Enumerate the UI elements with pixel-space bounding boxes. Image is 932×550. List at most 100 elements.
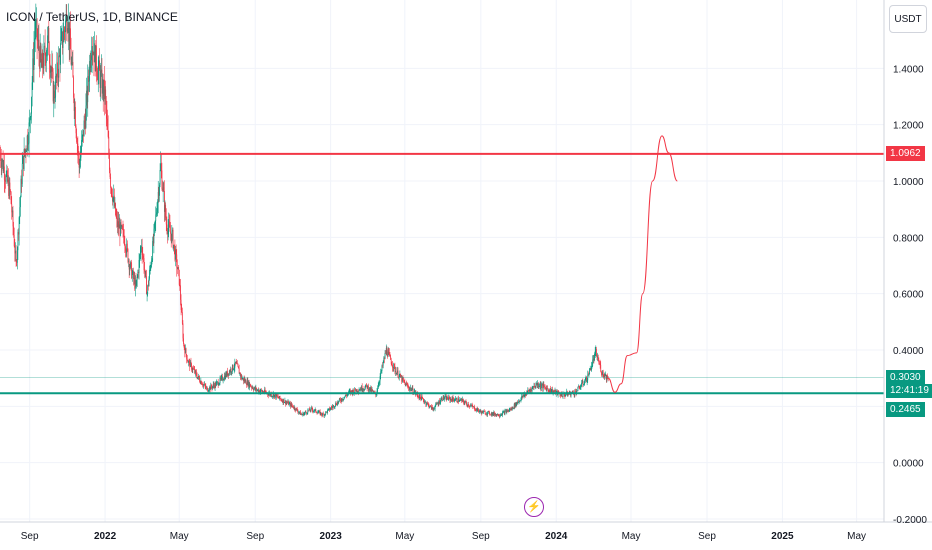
candle-body	[429, 405, 431, 407]
candle-body	[153, 228, 155, 244]
candle-body	[289, 402, 291, 404]
candle-body	[140, 246, 142, 253]
candle-body	[371, 389, 373, 392]
candle-body	[94, 43, 95, 63]
price-tick-label: 0.0000	[893, 459, 924, 470]
candle-body	[171, 231, 173, 242]
candle-body	[448, 396, 450, 398]
candle-body	[86, 90, 88, 103]
candle-body	[155, 213, 157, 215]
candle-body	[591, 365, 593, 367]
candle-body	[474, 409, 476, 411]
candle-body	[329, 409, 331, 411]
candle-body	[7, 170, 8, 182]
candle-body	[559, 393, 561, 396]
candle-body	[231, 364, 233, 372]
price-axis-labels: 1.40001.20001.00000.80000.60000.40000.20…	[893, 64, 927, 526]
candle-body	[254, 387, 256, 390]
candle-body	[65, 13, 67, 21]
candle-body	[53, 90, 55, 99]
candle-body	[502, 411, 504, 413]
candle-body	[6, 170, 8, 175]
candle-body	[476, 408, 477, 411]
candle-body	[39, 45, 41, 69]
candle-body	[34, 28, 36, 39]
candle-body	[252, 388, 254, 390]
candlestick-series	[0, 3, 609, 419]
candle-body	[144, 270, 146, 272]
candle-body	[341, 398, 343, 402]
candle-body	[246, 383, 247, 385]
candle-body	[450, 398, 451, 401]
candle-body	[260, 389, 262, 392]
candle-body	[132, 271, 134, 274]
candle-body	[458, 401, 460, 402]
candle-body	[403, 380, 405, 383]
candle-body	[403, 379, 404, 381]
candle-body	[259, 391, 261, 393]
currency-selector[interactable]: USDT	[889, 5, 927, 33]
candle-body	[52, 71, 54, 102]
candle-body	[550, 391, 552, 393]
candle-body	[147, 285, 149, 287]
candle-body	[107, 129, 109, 137]
candle-body	[597, 357, 599, 358]
candle-body	[299, 411, 301, 415]
candle-body	[449, 397, 451, 401]
candle-body	[370, 387, 372, 391]
candle-body	[480, 410, 482, 412]
candle-body	[544, 386, 545, 387]
candle-body	[60, 36, 62, 44]
candle-body	[210, 384, 212, 388]
candle-body	[5, 174, 7, 182]
candle-body	[174, 245, 176, 260]
candle-body	[185, 348, 186, 354]
candle-body	[307, 410, 309, 414]
candle-body	[394, 366, 396, 372]
candle-body	[473, 406, 474, 408]
candle-body	[37, 39, 39, 42]
candle-body	[52, 66, 53, 72]
last-price-label: 0.3030	[886, 369, 925, 385]
candle-body	[220, 377, 222, 379]
candle-body	[275, 394, 277, 398]
candle-body	[584, 381, 586, 385]
candle-body	[45, 55, 47, 63]
candle-body	[490, 414, 492, 416]
candle-body	[227, 371, 228, 376]
candle-body	[246, 380, 248, 385]
candle-body	[560, 395, 561, 396]
candle-body	[38, 39, 40, 54]
candle-body	[195, 370, 197, 373]
candle-body	[585, 376, 587, 380]
candle-body	[592, 359, 594, 366]
candle-body	[419, 394, 421, 398]
candle-body	[50, 69, 52, 72]
candle-body	[484, 411, 485, 412]
candle-body	[282, 400, 283, 403]
candle-body	[181, 312, 183, 324]
candle-body	[240, 375, 242, 377]
candle-body	[489, 411, 490, 415]
candle-body	[254, 387, 256, 389]
candle-body	[120, 222, 121, 236]
candle-body	[369, 387, 371, 391]
candle-body	[33, 48, 35, 70]
candle-body	[401, 377, 403, 382]
candle-body	[495, 414, 497, 416]
candle-body	[264, 389, 265, 393]
lightning-icon[interactable]: ⚡	[524, 497, 544, 517]
candle-body	[472, 406, 474, 408]
candle-body	[529, 389, 531, 391]
candle-body	[176, 267, 178, 270]
candle-body	[541, 384, 543, 386]
candle-body	[554, 389, 556, 392]
candle-body	[57, 75, 59, 78]
time-tick-label: Sep	[21, 531, 39, 542]
candle-body	[39, 53, 40, 69]
candle-body	[308, 410, 309, 412]
candle-body	[319, 411, 320, 412]
candle-body	[240, 372, 241, 377]
candle-body	[346, 395, 348, 396]
